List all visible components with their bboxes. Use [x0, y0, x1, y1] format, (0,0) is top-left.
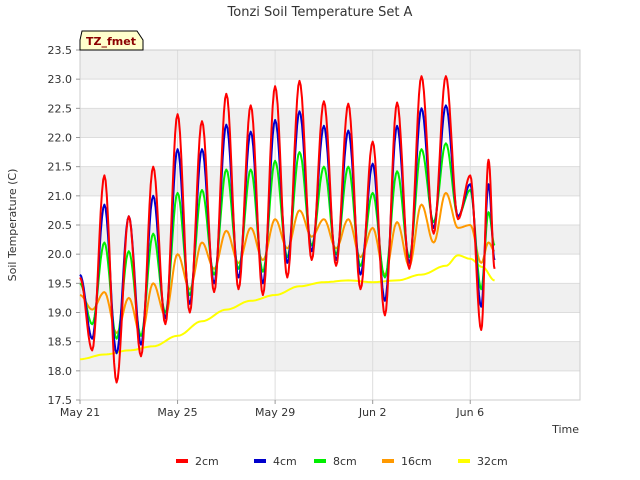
y-tick-label: 20.5: [48, 219, 73, 232]
y-tick-label: 21.0: [48, 190, 73, 203]
legend: 2cm 4cm 8cm 16cm 32cm: [176, 455, 508, 468]
series-layer: [79, 75, 496, 384]
series-line-2cm: [79, 75, 496, 384]
badge-shape: [79, 30, 144, 51]
legend-label: 32cm: [477, 455, 508, 468]
legend-swatch: [176, 459, 188, 463]
legend-swatch: [314, 459, 326, 463]
y-tick-label: 19.5: [48, 277, 73, 290]
y-tick-label: 20.0: [48, 248, 73, 261]
y-tick-label: 22.5: [48, 102, 73, 115]
x-axis-label: Time: [551, 423, 579, 436]
x-tick-label: Jun 2: [358, 406, 387, 419]
y-tick-label: 19.0: [48, 307, 73, 320]
plot-band: [80, 108, 580, 138]
legend-item-4cm: 4cm: [254, 455, 297, 468]
x-tick-label: Jun 6: [455, 406, 484, 419]
legend-item-2cm: 2cm: [176, 455, 219, 468]
y-axis-ticks: 17.5 18.0 18.5 19.0 19.5 20.0 20.5 21.0 21.5 22.0…: [48, 44, 80, 407]
y-tick-label: 18.5: [48, 336, 73, 349]
plot-band: [80, 50, 580, 80]
x-tick-label: May 21: [60, 406, 100, 419]
plot-band: [80, 341, 580, 371]
legend-item-32cm: 32cm: [458, 455, 508, 468]
x-tick-label: May 25: [157, 406, 197, 419]
legend-item-8cm: 8cm: [314, 455, 357, 468]
legend-label: 8cm: [333, 455, 357, 468]
series-line-16cm: [79, 191, 495, 337]
chart-title: Tonzi Soil Temperature Set A: [227, 5, 413, 20]
y-tick-label: 18.0: [48, 365, 73, 378]
y-tick-label: 23.5: [48, 44, 73, 57]
y-axis-label: Soil Temperature (C): [6, 169, 19, 282]
y-tick-label: 21.5: [48, 161, 73, 174]
legend-swatch: [458, 459, 470, 463]
legend-label: 16cm: [401, 455, 432, 468]
y-tick-label: 17.5: [48, 394, 73, 407]
legend-label: 2cm: [195, 455, 219, 468]
station-badge: TZ_fmet: [79, 30, 144, 51]
legend-swatch: [254, 459, 266, 463]
x-tick-label: May 29: [255, 406, 295, 419]
badge-label: TZ_fmet: [86, 35, 136, 48]
legend-item-16cm: 16cm: [382, 455, 432, 468]
x-axis-ticks: May 21 May 25 May 29 Jun 2 Jun 6: [60, 400, 484, 419]
y-tick-label: 22.0: [48, 132, 73, 145]
series-line-32cm: [79, 254, 495, 361]
legend-label: 4cm: [273, 455, 297, 468]
legend-swatch: [382, 459, 394, 463]
y-tick-label: 23.0: [48, 73, 73, 86]
